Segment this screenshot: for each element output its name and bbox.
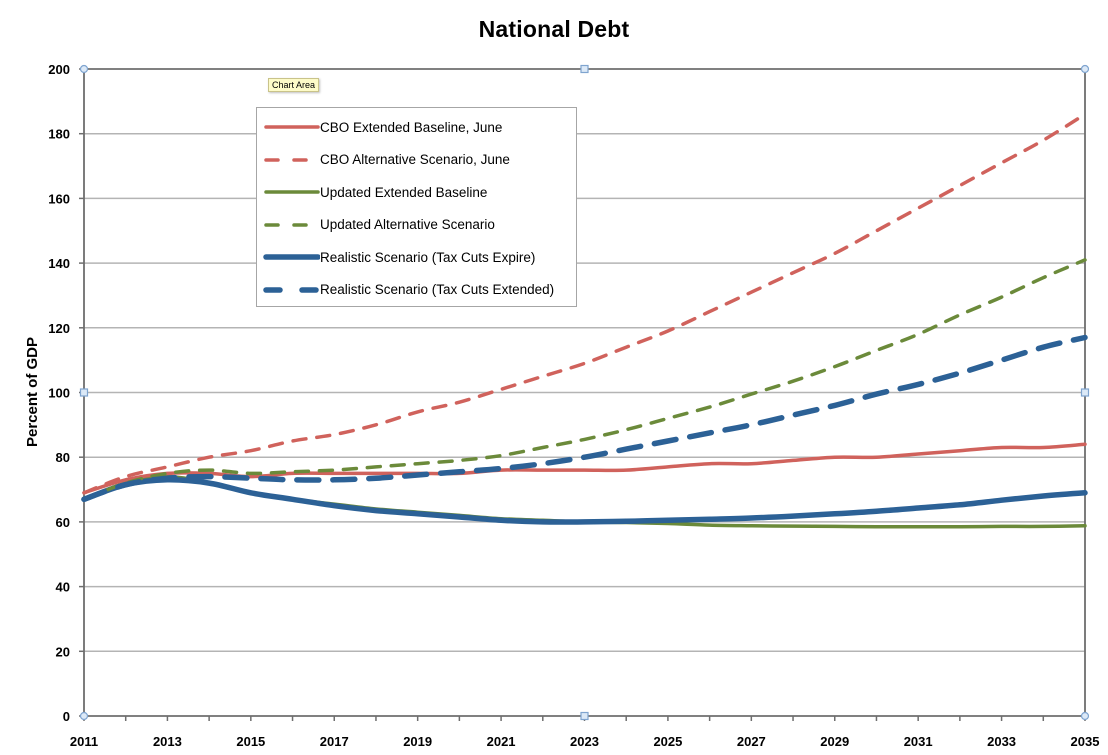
legend-label: CBO Alternative Scenario, June [320, 152, 510, 167]
x-tick-label: 2029 [820, 734, 849, 749]
legend-label: CBO Extended Baseline, June [320, 119, 503, 135]
resize-handle[interactable] [79, 388, 89, 397]
x-tick-label: 2035 [1071, 734, 1100, 749]
legend-label: Updated Alternative Scenario [320, 217, 495, 232]
y-tick-label: 40 [56, 580, 70, 595]
y-axis-title: Percent of GDP [24, 337, 41, 447]
legend-swatch [264, 125, 320, 129]
series-line-cbo-extended-baseline-june[interactable] [82, 442, 1087, 495]
series-line-realistic-scenario-tax-cuts-extended[interactable] [81, 334, 1088, 503]
legend-item[interactable]: Realistic Scenario (Tax Cuts Extended) [263, 280, 554, 300]
resize-handle[interactable] [580, 711, 589, 721]
resize-handle[interactable] [580, 64, 589, 74]
resize-handle[interactable] [79, 711, 89, 721]
legend-swatch [263, 254, 320, 260]
x-tick-label: 2021 [487, 734, 516, 749]
y-tick-label: 200 [48, 62, 70, 77]
x-tick-label: 2013 [153, 734, 182, 749]
series-line-updated-alternative-scenario[interactable] [82, 258, 1087, 502]
legend-swatch [263, 286, 320, 293]
legend-swatch [264, 157, 320, 162]
y-tick-label: 80 [56, 450, 70, 465]
series-line-realistic-scenario-tax-cuts-expire[interactable] [81, 477, 1088, 525]
x-tick-label: 2015 [236, 734, 265, 749]
y-tick-label: 120 [48, 321, 70, 336]
legend-item[interactable]: CBO Extended Baseline, June [263, 117, 502, 137]
y-tick-label: 180 [48, 127, 70, 142]
legend-label: Updated Extended Baseline [320, 184, 488, 200]
legend-item[interactable]: CBO Alternative Scenario, June [263, 150, 510, 170]
resize-handle[interactable] [1080, 711, 1090, 721]
chart-title: National Debt [478, 16, 630, 42]
gridlines [84, 132, 1085, 653]
x-tick-label: 2033 [987, 734, 1016, 749]
axes: 0 20 40 60 80 100 120 140 160 180 200 2011 2013 2015 2… [48, 62, 1099, 749]
y-tick-label: 140 [48, 256, 70, 271]
series-line-cbo-alternative-scenario-june[interactable] [82, 112, 1087, 495]
resize-handle[interactable] [79, 64, 89, 74]
y-tick-label: 20 [56, 644, 70, 659]
y-tick-label: 100 [48, 386, 70, 401]
x-tick-label: 2011 [70, 734, 98, 749]
x-tick-label: 2027 [737, 734, 766, 749]
series-lines [81, 112, 1088, 529]
legend-item[interactable]: Updated Alternative Scenario [263, 215, 495, 235]
legend-label: Realistic Scenario (Tax Cuts Extended) [320, 282, 555, 297]
x-tick-label: 2025 [653, 734, 682, 749]
x-tick-label: 2017 [320, 734, 349, 749]
chart-legend[interactable]: CBO Extended Baseline, June CBO Alternati… [256, 107, 577, 307]
legend-item[interactable]: Realistic Scenario (Tax Cuts Expire) [263, 247, 535, 267]
x-tick-label: 2031 [904, 734, 933, 749]
legend-item[interactable]: Updated Extended Baseline [263, 182, 487, 202]
y-tick-label: 60 [56, 515, 70, 530]
selection-handles [79, 64, 1090, 721]
resize-handle[interactable] [1080, 64, 1090, 74]
resize-handle[interactable] [1080, 388, 1090, 397]
chart-area-tooltip: Chart Area [268, 78, 320, 92]
legend-label: Realistic Scenario (Tax Cuts Expire) [320, 249, 536, 265]
y-tick-label: 0 [63, 709, 70, 724]
y-tick-label: 160 [48, 191, 70, 206]
x-tick-label: 2019 [403, 734, 432, 749]
legend-swatch [264, 222, 320, 227]
x-tick-label: 2023 [570, 734, 599, 749]
legend-swatch [264, 190, 320, 194]
